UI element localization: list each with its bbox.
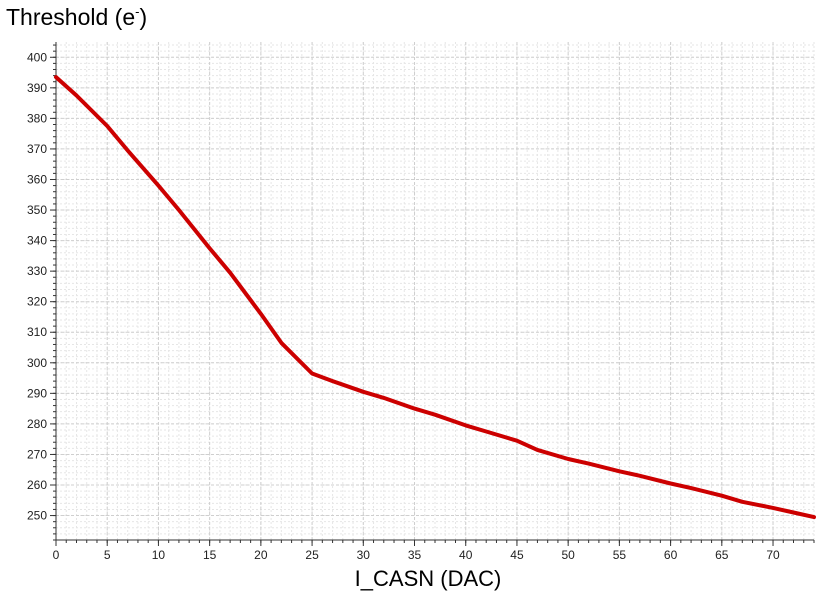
data-point xyxy=(177,208,181,212)
data-point xyxy=(106,124,109,128)
x-tick-label: 45 xyxy=(510,548,524,562)
data-point xyxy=(228,271,232,274)
data-point xyxy=(771,506,775,510)
x-tick-label: 0 xyxy=(53,548,60,562)
x-tick-label: 15 xyxy=(203,548,217,562)
x-axis-label: I_CASN (DAC) xyxy=(354,566,502,591)
y-tick-label: 250 xyxy=(27,509,47,523)
data-point xyxy=(812,515,816,519)
data-point xyxy=(720,494,724,497)
y-tick-label: 280 xyxy=(27,417,47,431)
data-point xyxy=(669,482,672,485)
x-tick-label: 25 xyxy=(305,548,319,562)
data-point xyxy=(310,372,314,375)
x-tick-label: 65 xyxy=(715,548,729,562)
data-point xyxy=(157,184,160,187)
data-point xyxy=(566,457,570,461)
chart-title-suffix: ) xyxy=(139,4,148,30)
data-point xyxy=(382,396,385,400)
minor-grid xyxy=(55,42,815,541)
data-point xyxy=(362,390,365,394)
x-tick-label: 60 xyxy=(664,548,678,562)
chart-title-text: Threshold (e xyxy=(6,4,136,30)
x-tick-label: 35 xyxy=(408,548,422,562)
x-tick-label: 50 xyxy=(561,548,575,562)
x-tick-label: 40 xyxy=(459,548,473,562)
data-point xyxy=(331,379,334,383)
chart-title: Threshold (e-) xyxy=(6,4,147,31)
data-point xyxy=(413,407,416,410)
data-point xyxy=(741,500,744,504)
data-point xyxy=(638,474,642,478)
y-tick-label: 390 xyxy=(27,81,47,95)
x-axis-ticks: 0 5 10 15 20 25 30 35 40 45 50 55 60 65 70 xyxy=(53,540,815,562)
y-tick-label: 340 xyxy=(27,234,47,248)
x-tick-label: 30 xyxy=(357,548,371,562)
data-point xyxy=(792,511,795,514)
data-point xyxy=(536,448,539,452)
x-tick-label: 5 xyxy=(104,548,111,562)
data-point xyxy=(208,247,211,250)
x-tick-label: 70 xyxy=(766,548,780,562)
data-point xyxy=(485,430,488,433)
y-tick-label: 310 xyxy=(27,325,47,339)
y-tick-label: 260 xyxy=(27,478,47,492)
y-tick-label: 360 xyxy=(27,172,47,186)
y-axis-ticks: 250 260 270 280 290 300 310 320 330 340 350 360 370 3… xyxy=(27,44,56,541)
y-tick-label: 270 xyxy=(27,447,47,461)
data-point xyxy=(433,413,437,416)
data-point xyxy=(126,149,129,152)
y-tick-label: 300 xyxy=(27,356,47,370)
data-point xyxy=(54,75,58,79)
data-point xyxy=(259,312,263,316)
data-point xyxy=(689,486,693,490)
chart-title-superscript: - xyxy=(135,4,140,19)
data-point xyxy=(515,439,519,442)
y-tick-label: 400 xyxy=(27,50,47,64)
data-point xyxy=(75,94,78,97)
y-tick-label: 330 xyxy=(27,264,47,278)
x-tick-label: 55 xyxy=(613,548,627,562)
data-point xyxy=(464,424,467,427)
data-point xyxy=(280,341,283,345)
x-tick-label: 20 xyxy=(254,548,268,562)
data-point xyxy=(618,470,621,473)
x-tick-label: 10 xyxy=(152,548,166,562)
y-tick-label: 370 xyxy=(27,142,47,156)
y-tick-label: 320 xyxy=(27,295,47,309)
y-tick-label: 350 xyxy=(27,203,47,217)
y-tick-label: 380 xyxy=(27,111,47,125)
y-tick-label: 290 xyxy=(27,386,47,400)
data-point xyxy=(587,462,590,465)
series-group xyxy=(54,75,816,520)
